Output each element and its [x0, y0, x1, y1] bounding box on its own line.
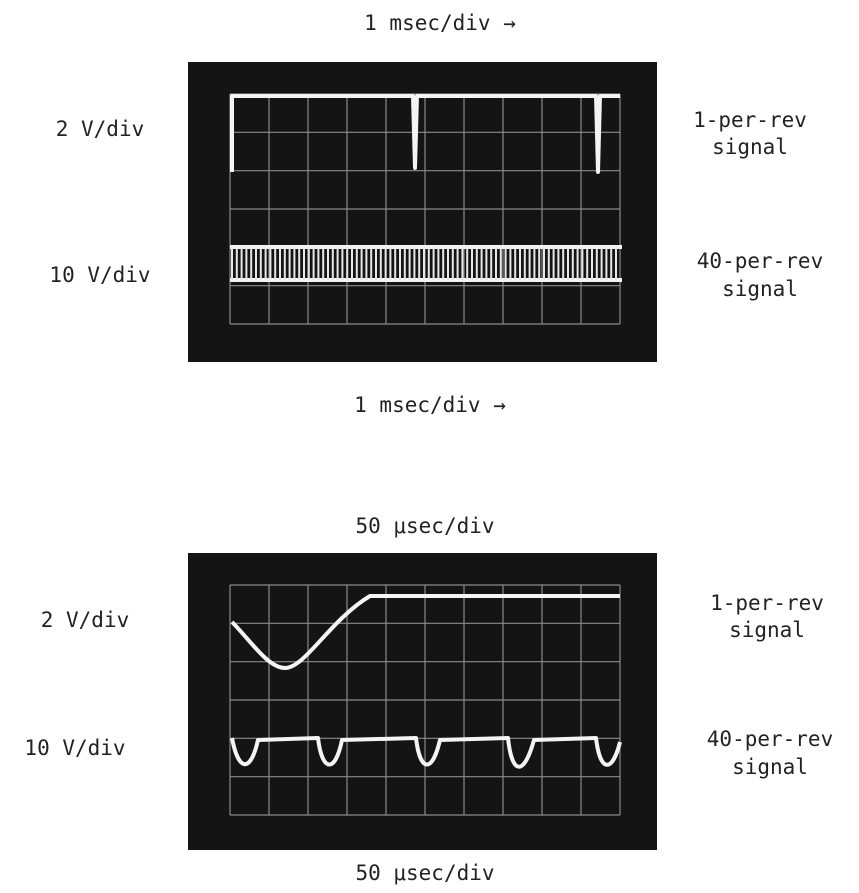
figure: 1 msec/div → 2 V/div 10 V/div 1-per-rev … [0, 0, 859, 893]
signal-label: signal [732, 755, 808, 779]
scope-screen [188, 62, 657, 362]
volt-scale-label: 10 V/div [49, 263, 150, 287]
signal-label: 1-per-rev [710, 591, 824, 615]
time-scale-label: 50 μsec/div [355, 861, 494, 885]
time-scale-label: 1 msec/div → [364, 11, 516, 35]
volt-scale-label: 2 V/div [41, 608, 130, 632]
volt-scale-label: 2 V/div [56, 117, 145, 141]
signal-label: 40-per-rev [707, 727, 833, 751]
signal-label: signal [729, 618, 805, 642]
signal-label: 40-per-rev [697, 249, 823, 273]
signal-label: 1-per-rev [693, 108, 807, 132]
signal-label: signal [712, 135, 788, 159]
signal-label: signal [722, 277, 798, 301]
time-scale-label: 50 μsec/div [355, 514, 494, 538]
time-scale-label: 1 msec/div → [354, 393, 506, 417]
volt-scale-label: 10 V/div [24, 736, 125, 760]
